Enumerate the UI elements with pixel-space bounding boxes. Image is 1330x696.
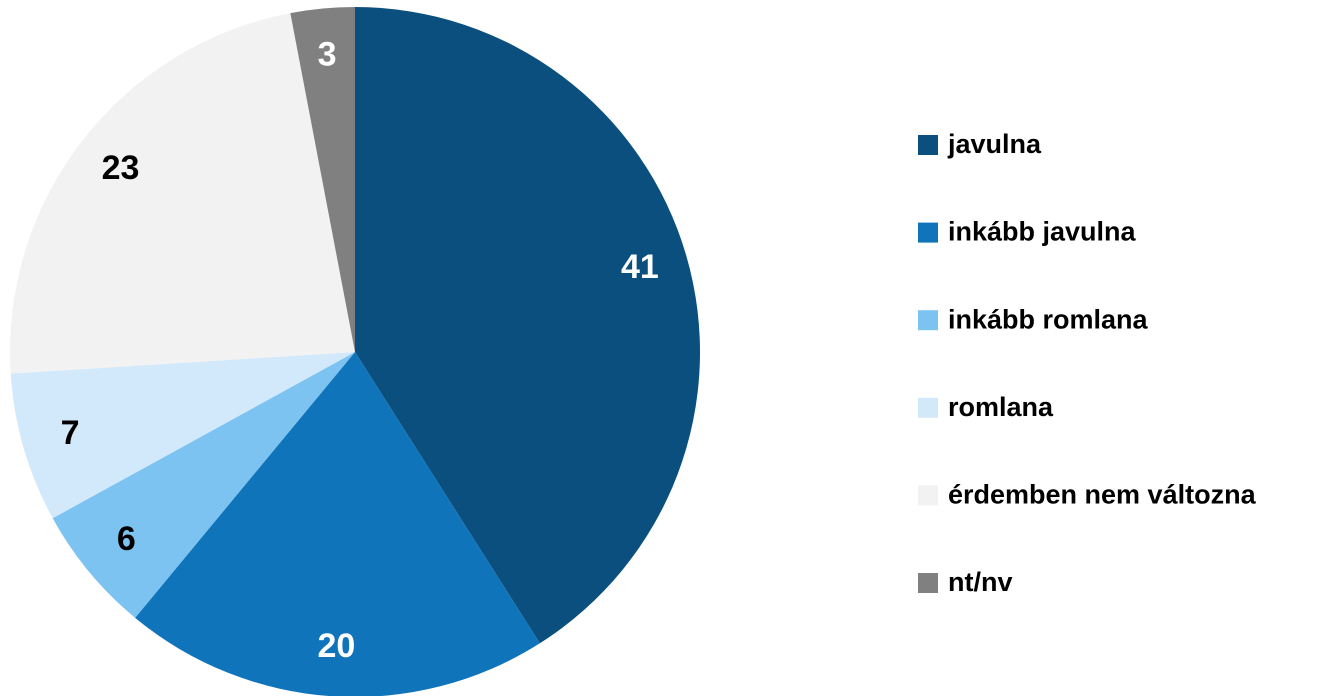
data-label: 23 (102, 149, 140, 187)
pie-slice (355, 7, 701, 644)
legend-swatch (918, 397, 938, 418)
legend-swatch (918, 573, 938, 593)
pie-slice (135, 352, 540, 696)
legend-label: inkább romlana (948, 304, 1149, 334)
data-label: 7 (61, 414, 80, 452)
legend-label: inkább javulna (948, 217, 1137, 247)
legend-swatch (918, 135, 938, 155)
pie-slice (9, 13, 355, 374)
legend-swatch (918, 310, 938, 331)
legend-swatch (918, 222, 938, 243)
legend-label: romlana (948, 392, 1054, 422)
pie-slice (52, 352, 355, 618)
data-label: 20 (317, 627, 355, 665)
data-label: 6 (117, 520, 136, 558)
pie-slice (290, 7, 355, 352)
data-label: 41 (621, 248, 659, 286)
data-label: 3 (318, 36, 337, 74)
legend-label: javulna (947, 129, 1042, 159)
legend-label: nt/nv (948, 567, 1013, 597)
legend-swatch (918, 485, 938, 506)
pie-slice (10, 352, 355, 519)
legend-label: érdemben nem változna (948, 480, 1257, 510)
